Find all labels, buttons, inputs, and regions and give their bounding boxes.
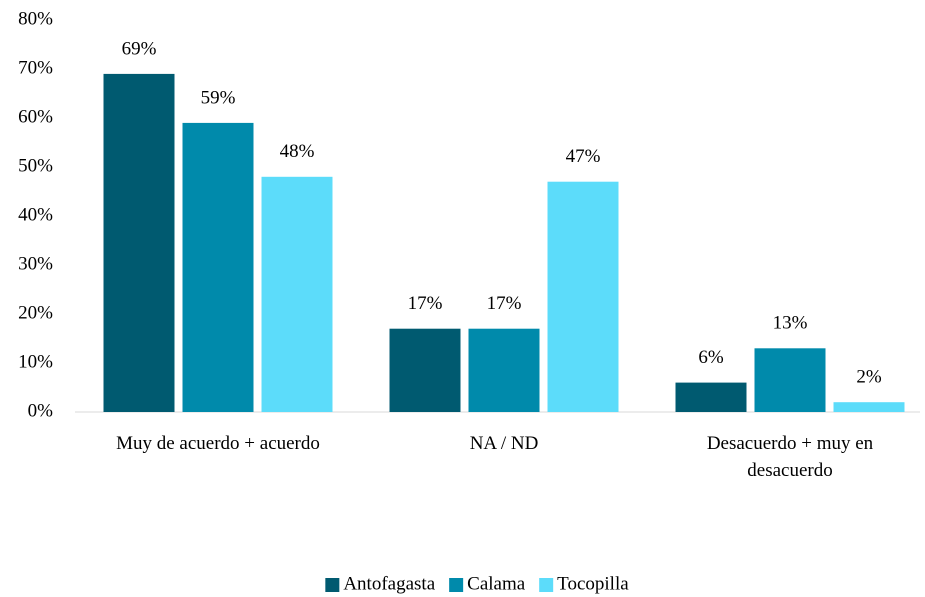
legend-swatch bbox=[539, 578, 554, 592]
bar bbox=[833, 402, 905, 412]
bar bbox=[389, 328, 461, 412]
y-tick-label: 70% bbox=[18, 57, 53, 78]
legend-label: Antofagasta bbox=[343, 573, 435, 594]
x-tick-label: Desacuerdo + muy en desacuerdo bbox=[706, 433, 874, 481]
bar bbox=[261, 176, 333, 412]
value-label: 69% bbox=[122, 38, 157, 59]
value-label: 47% bbox=[566, 146, 601, 167]
bar bbox=[675, 382, 747, 412]
value-label: 17% bbox=[487, 293, 522, 314]
y-tick-label: 80% bbox=[18, 8, 53, 29]
value-label: 17% bbox=[408, 293, 443, 314]
y-tick-label: 20% bbox=[18, 302, 53, 323]
y-tick-label: 60% bbox=[18, 106, 53, 127]
y-tick-label: 10% bbox=[18, 351, 53, 372]
legend-swatch bbox=[325, 578, 340, 592]
legend-label: Tocopilla bbox=[557, 573, 629, 594]
x-tick-label: Muy de acuerdo + acuerdo bbox=[116, 433, 320, 454]
bar bbox=[103, 73, 175, 413]
y-tick-label: 50% bbox=[18, 155, 53, 176]
y-tick-label: 30% bbox=[18, 253, 53, 274]
legend-swatch bbox=[449, 578, 464, 592]
x-tick-label: NA / ND bbox=[469, 433, 539, 454]
value-label: 2% bbox=[856, 367, 882, 388]
value-label: 48% bbox=[280, 141, 315, 162]
y-tick-label: 0% bbox=[28, 400, 54, 421]
bar bbox=[547, 181, 619, 412]
bar bbox=[754, 348, 826, 412]
value-label: 13% bbox=[773, 313, 808, 334]
value-label: 59% bbox=[201, 87, 236, 108]
bar bbox=[182, 122, 254, 413]
y-tick-label: 40% bbox=[18, 204, 53, 225]
value-label: 6% bbox=[698, 347, 724, 368]
bar bbox=[468, 328, 540, 412]
legend-label: Calama bbox=[467, 573, 526, 594]
